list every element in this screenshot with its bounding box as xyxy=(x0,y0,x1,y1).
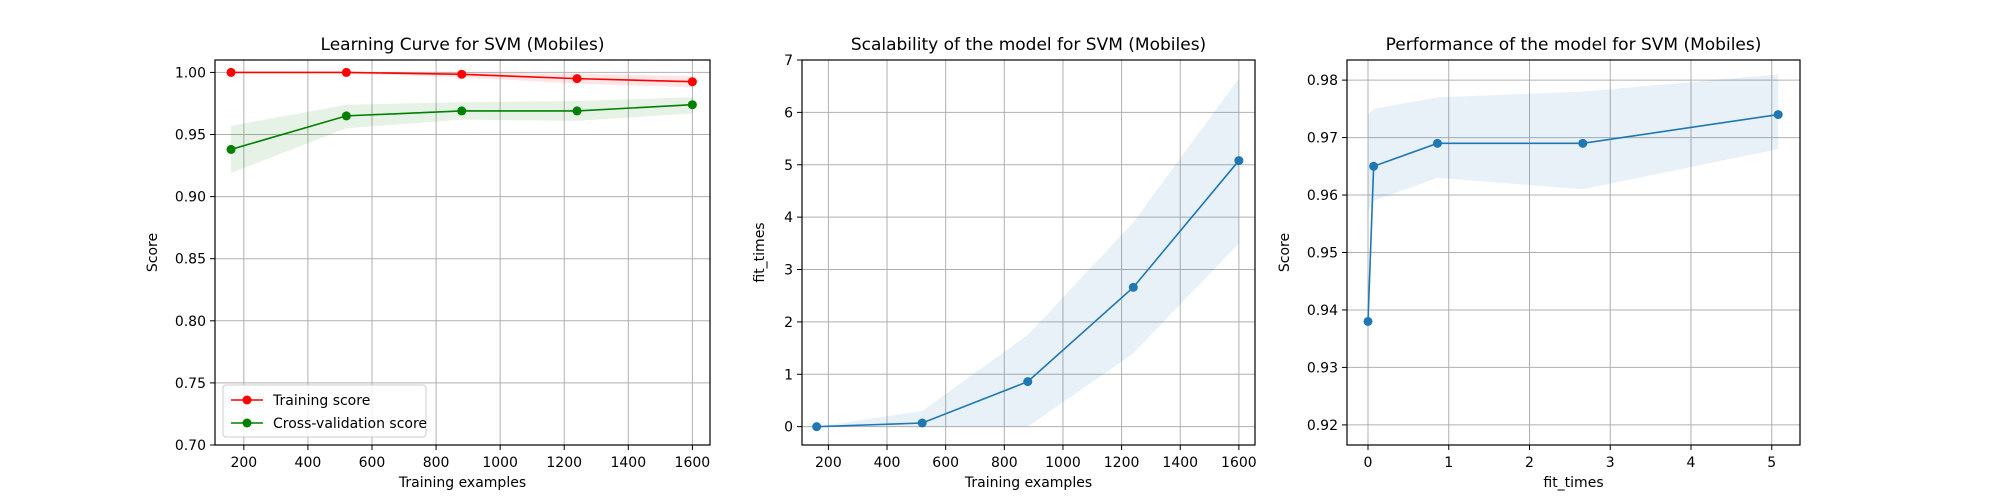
learning-curve-cross-validation-score-point xyxy=(572,106,582,116)
scalability-y-tick-label: 5 xyxy=(784,158,793,174)
performance-score-point xyxy=(1578,138,1588,148)
legend-label: Cross-validation score xyxy=(273,416,427,432)
scalability-x-tick-label: 1200 xyxy=(1104,455,1140,471)
performance-x-axis-label: fit_times xyxy=(1543,475,1603,491)
learning-curve-training-score-point xyxy=(226,67,236,77)
performance-x-tick-label: 1 xyxy=(1444,455,1453,471)
scalability-x-tick-label: 1400 xyxy=(1162,455,1198,471)
learning-curve-x-axis-label: Training examples xyxy=(398,475,526,491)
performance-y-tick-label: 0.96 xyxy=(1307,188,1338,204)
scalability-y-tick-label: 4 xyxy=(784,210,793,226)
performance-score-point xyxy=(1432,138,1442,148)
scalability-fit-times-point xyxy=(1128,282,1138,292)
scalability-x-tick-label: 1000 xyxy=(1045,455,1081,471)
performance-score-point xyxy=(1369,161,1379,171)
performance-y-tick-label: 0.95 xyxy=(1307,246,1338,262)
scalability-y-axis-label: fit_times xyxy=(752,222,768,282)
scalability-y-tick-label: 0 xyxy=(784,420,793,436)
performance-score-point xyxy=(1773,110,1783,120)
learning-curve-y-tick-label: 0.80 xyxy=(175,314,206,330)
scalability-y-tick-label: 3 xyxy=(784,263,793,279)
scalability-y-tick-label: 1 xyxy=(784,367,793,383)
legend-box xyxy=(222,384,427,438)
learning-curve-cross-validation-score-point xyxy=(341,111,351,121)
learning-curve-y-tick-label: 0.90 xyxy=(175,190,206,206)
performance-x-tick-label: 5 xyxy=(1767,455,1776,471)
learning-curve-y-tick-label: 1.00 xyxy=(175,65,206,81)
performance-y-tick-label: 0.93 xyxy=(1307,360,1338,376)
performance-x-tick-label: 2 xyxy=(1525,455,1534,471)
scalability-x-tick-label: 600 xyxy=(932,455,959,471)
learning-curve-x-tick-label: 800 xyxy=(423,455,450,471)
learning-curve-y-tick-label: 0.70 xyxy=(175,438,206,454)
scalability-x-tick-label: 200 xyxy=(815,455,842,471)
learning-curve-x-tick-label: 1000 xyxy=(482,455,518,471)
performance-score-point xyxy=(1363,316,1373,326)
learning-curve-axes-frame xyxy=(214,59,711,446)
learning-curve-training-score-point xyxy=(572,74,582,84)
learning-curve-training-score-point xyxy=(341,67,351,77)
learning-curve-legend: Training score Cross-validation score xyxy=(222,384,427,438)
legend-label: Training score xyxy=(272,393,370,409)
learning-curve-x-tick-label: 1200 xyxy=(546,455,582,471)
learning-curve-x-tick-label: 200 xyxy=(230,455,257,471)
learning-curve-title: Learning Curve for SVM (Mobiles) xyxy=(321,35,605,55)
chart-learning-curve: 200 400 600 800 1000 1200 1400 1600 0.70 0.75 0.80… xyxy=(145,35,711,491)
learning-curve-x-tick-label: 400 xyxy=(295,455,322,471)
learning-curve-y-tick-label: 0.95 xyxy=(175,128,206,144)
learning-curve-x-tick-label: 600 xyxy=(359,455,386,471)
learning-curve-x-tick-label: 1400 xyxy=(610,455,646,471)
scalability-x-tick-label: 400 xyxy=(874,455,901,471)
performance-title: Performance of the model for SVM (Mobile… xyxy=(1386,35,1762,55)
learning-curve-cross-validation-score-point xyxy=(226,144,236,154)
scalability-fit-times-point xyxy=(1234,156,1244,166)
learning-curve-y-tick-label: 0.85 xyxy=(175,252,206,268)
learning-curve-x-tick-label: 1600 xyxy=(675,455,711,471)
scalability-fit-times-point xyxy=(917,418,927,428)
scalability-x-tick-label: 1600 xyxy=(1221,455,1257,471)
scalability-x-axis-label: Training examples xyxy=(964,475,1092,491)
scalability-fit-times-point xyxy=(1023,377,1033,387)
performance-x-tick-label: 4 xyxy=(1687,455,1696,471)
chart-performance: 0 1 2 3 4 5 0.92 0.93 0.94 0.95 0.96 0.97 0.98 Perfor… xyxy=(1277,35,1801,491)
chart-scalability: 200 400 600 800 1000 1200 1400 1600 0 1 2 3 4 5 6 7 Scal… xyxy=(752,35,1257,491)
scalability-title: Scalability of the model for SVM (Mobile… xyxy=(851,35,1206,55)
legend-swatch-marker xyxy=(242,418,252,428)
scalability-fit-times-point xyxy=(812,422,822,432)
learning-curve-training-score-point xyxy=(687,77,697,87)
learning-curve-cross-validation-score-point xyxy=(687,100,697,110)
scalability-fit-times-band xyxy=(816,78,1239,427)
learning-curve-y-tick-label: 0.75 xyxy=(175,376,206,392)
scalability-y-tick-label: 2 xyxy=(784,315,793,331)
learning-curve-y-axis-label: Score xyxy=(145,233,161,272)
scalability-y-tick-label: 7 xyxy=(784,53,793,69)
performance-y-tick-label: 0.98 xyxy=(1307,73,1338,89)
performance-x-tick-label: 3 xyxy=(1606,455,1615,471)
performance-y-tick-label: 0.94 xyxy=(1307,303,1338,319)
performance-y-tick-label: 0.92 xyxy=(1307,418,1338,434)
legend-swatch-marker xyxy=(242,395,252,405)
performance-y-axis-label: Score xyxy=(1277,233,1293,272)
scalability-x-tick-label: 800 xyxy=(991,455,1018,471)
scalability-y-tick-label: 6 xyxy=(784,105,793,121)
learning-curve-cross-validation-score-point xyxy=(457,106,467,116)
scalability-axes-frame xyxy=(801,59,1256,446)
performance-y-tick-label: 0.97 xyxy=(1307,131,1338,147)
performance-x-tick-label: 0 xyxy=(1364,455,1373,471)
learning-curve-training-score-point xyxy=(457,69,467,79)
